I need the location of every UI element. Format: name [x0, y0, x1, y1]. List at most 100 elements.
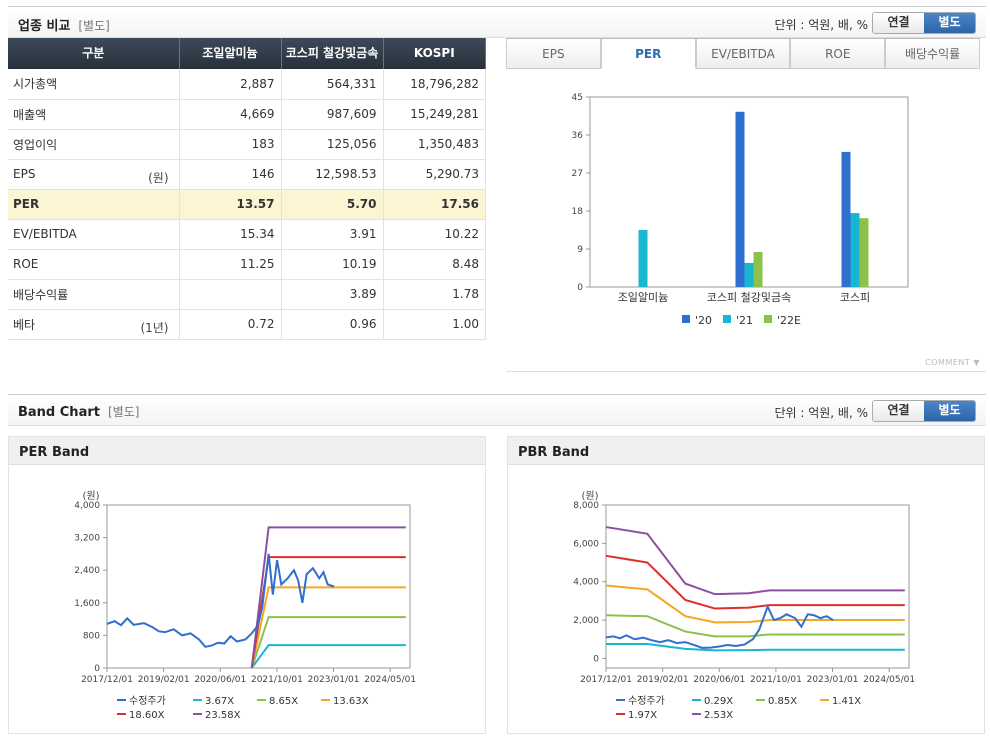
cell-value: 3.89 [281, 279, 384, 310]
tab-배당수익률[interactable]: 배당수익률 [885, 39, 980, 69]
tab-ev/ebitda[interactable]: EV/EBITDA [695, 39, 791, 69]
tab-eps[interactable]: EPS [506, 39, 601, 69]
cell-value: 1.00 [383, 309, 486, 340]
cell-value: 987,609 [281, 99, 384, 130]
cell-value: 15.34 [179, 219, 282, 250]
cell-value: 17.56 [383, 189, 486, 220]
y-tick-label: 2,000 [573, 616, 599, 626]
legend-label: 8.65X [269, 696, 298, 707]
legend-swatch [764, 315, 772, 323]
x-tick-label: 2020/06/01 [693, 675, 745, 685]
x-tick-label: 2019/02/01 [138, 675, 190, 685]
legend-label: 23.58X [205, 710, 241, 721]
x-tick-label: 2017/12/01 [580, 675, 632, 685]
section-title: Band Chart [별도] [18, 405, 140, 420]
consolidation-toggle: 연결 별도 [872, 400, 976, 422]
toggle-separate[interactable]: 별도 [924, 13, 975, 33]
legend-label: '22E [777, 314, 801, 327]
x-tick-label: 2024/05/01 [863, 675, 915, 685]
cell-value: 3.91 [281, 219, 384, 250]
row-label: 매출액 [8, 99, 180, 130]
row-label: 영업이익 [8, 129, 180, 160]
legend-label: 18.60X [129, 710, 165, 721]
row-label: PER [8, 189, 180, 220]
comment-toggle[interactable]: COMMENT ▼ [925, 358, 980, 367]
comment-bar: COMMENT ▼ [506, 354, 986, 372]
x-tick-label: 2020/06/01 [194, 675, 246, 685]
table-row: 영업이익 183 125,056 1,350,483 [8, 129, 486, 160]
x-tick-label: 2024/05/01 [364, 675, 416, 685]
bar [859, 218, 869, 287]
col-header: 구분 [8, 38, 180, 69]
row-label: 배당수익률 [8, 279, 180, 310]
cell-value: 125,056 [281, 129, 384, 160]
per-band-panel: PER Band (원) 0 800 1,600 2,400 3,200 4,000 2017… [8, 436, 486, 734]
legend-label: '21 [736, 314, 753, 327]
legend-label: '20 [695, 314, 712, 327]
bar [850, 213, 860, 287]
per-bar-chart: 0 9 18 27 36 45 조일알미늄 코스피 철강및금속 코스피 '20 '21 '22E [506, 69, 980, 354]
band-line [250, 526, 406, 669]
y-tick-label: 2,400 [74, 566, 100, 576]
cell-value: 0.72 [179, 309, 282, 340]
y-tick-label: 800 [83, 631, 100, 641]
cell-value: 183 [179, 129, 282, 160]
bar [638, 230, 648, 287]
cell-value: 5.70 [281, 189, 384, 220]
comparison-table: 구분 조일알미늄 코스피 철강및금속 KOSPI 시가총액 2,887 564,33… [8, 38, 486, 340]
cell-value: 564,331 [281, 69, 384, 100]
cell-value: 0.96 [281, 309, 384, 340]
pbr-band-panel: PBR Band (원) 0 2,000 4,000 6,000 8,000 2017/12… [507, 436, 985, 734]
bar [735, 111, 745, 288]
cell-value [179, 279, 282, 310]
y-tick-label: 27 [572, 169, 583, 179]
band-line [605, 584, 905, 624]
x-tick-label: 2023/01/01 [807, 675, 859, 685]
band-line [250, 644, 406, 669]
tab-per[interactable]: PER [600, 39, 696, 69]
table-row: PER 13.57 5.70 17.56 [8, 189, 486, 220]
band-line [250, 586, 406, 669]
band-line [605, 614, 905, 638]
bar-chart-svg: 0 9 18 27 36 45 조일알미늄 코스피 철강및금속 코스피 '20 '21 '22E [572, 93, 909, 327]
y-tick-label: 45 [572, 93, 583, 103]
table-row: EPS (원) 146 12,598.53 5,290.73 [8, 159, 486, 190]
y-tick-label: 3,200 [74, 534, 100, 544]
legend-label: 2.53X [704, 710, 733, 721]
bar [744, 262, 754, 287]
x-tick-label: 코스피 철강및금속 [707, 291, 791, 304]
toggle-separate[interactable]: 별도 [924, 401, 975, 421]
table-header-row: 구분 조일알미늄 코스피 철강및금속 KOSPI [8, 38, 486, 69]
tab-roe[interactable]: ROE [790, 39, 886, 69]
bar [753, 251, 763, 287]
x-tick-label: 조일알미늄 [618, 290, 669, 304]
table-row: 베타 (1년) 0.72 0.96 1.00 [8, 309, 486, 340]
legend-label: 13.63X [333, 696, 369, 707]
legend-label: 3.67X [205, 696, 234, 707]
pbr-band-chart: (원) 0 2,000 4,000 6,000 8,000 2017/12/01 2019/0… [573, 490, 915, 721]
toggle-consolidated[interactable]: 연결 [873, 13, 924, 33]
consolidation-toggle: 연결 별도 [872, 12, 976, 34]
legend-swatch [682, 315, 690, 323]
cell-value: 4,669 [179, 99, 282, 130]
band-chart-header: Band Chart [별도] 단위 : 억원, 배, % 연결 별도 [8, 394, 986, 426]
legend-label: 0.29X [704, 696, 733, 707]
legend-label: 수정주가 [628, 695, 665, 707]
cell-value: 2,887 [179, 69, 282, 100]
x-tick-label: 코스피 [840, 291, 870, 304]
price-line [106, 553, 335, 648]
y-tick-label: 6,000 [573, 539, 599, 549]
price-line [605, 604, 834, 649]
cell-value: 1,350,483 [383, 129, 486, 160]
col-header: 조일알미늄 [179, 38, 282, 69]
section-tag: [별도] [78, 19, 110, 33]
cell-value: 12,598.53 [281, 159, 384, 190]
cell-value: 18,796,282 [383, 69, 486, 100]
row-label: EV/EBITDA [8, 219, 180, 250]
y-tick-label: 4,000 [74, 501, 100, 511]
y-unit-label: (원) [82, 490, 99, 502]
row-unit: (원) [148, 170, 169, 185]
band-line [605, 526, 905, 596]
toggle-consolidated[interactable]: 연결 [873, 401, 924, 421]
section-title: 업종 비교 [별도] [18, 19, 110, 34]
